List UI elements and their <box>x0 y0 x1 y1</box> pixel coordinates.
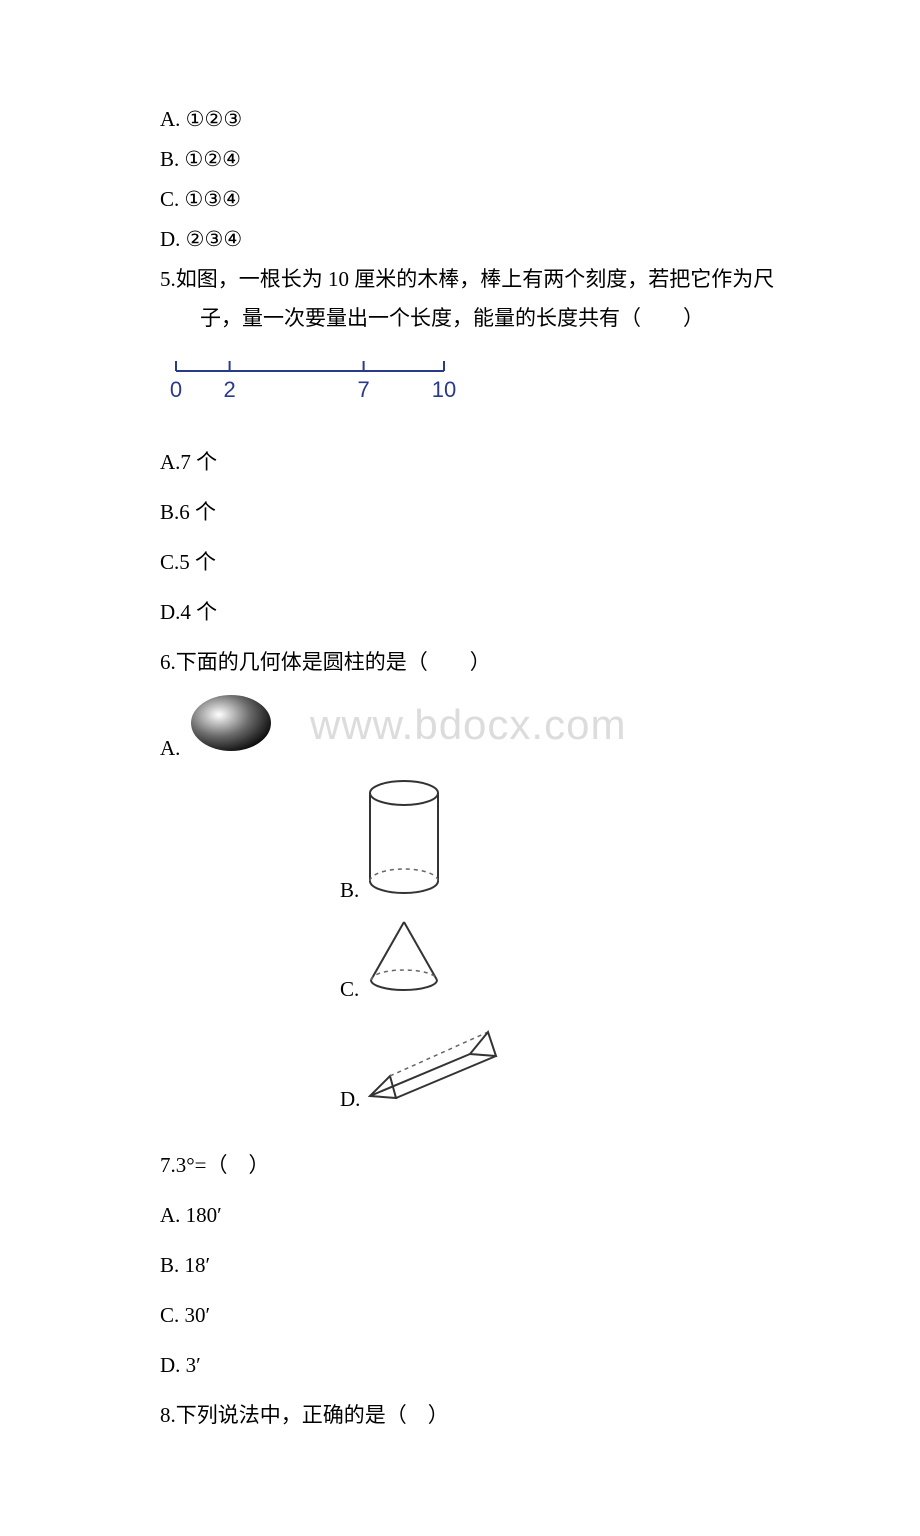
q5-option-a: A.7 个 <box>120 443 800 483</box>
q8-text: 8.下列说法中，正确的是（ ） <box>120 1396 800 1436</box>
q7-option-a: A. 180′ <box>120 1196 800 1236</box>
q5-option-d: D.4 个 <box>120 593 800 633</box>
watermark-text: www.bdocx.com <box>310 685 626 765</box>
q6-prism-icon <box>360 1016 510 1120</box>
q6-option-c-label: C. <box>340 970 359 1010</box>
q6-cylinder-icon <box>359 777 449 911</box>
q6-option-d-label: D. <box>340 1080 360 1120</box>
q6-cone-icon <box>359 916 449 1010</box>
svg-text:2: 2 <box>223 377 235 402</box>
q5-text: 5.如图，一根长为 10 厘米的木棒，棒上有两个刻度，若把它作为尺子，量一次要量… <box>200 260 800 340</box>
q6-text: 6.下面的几何体是圆柱的是（ ） <box>120 643 800 683</box>
q6-sphere-icon <box>186 691 276 769</box>
q7-text: 7.3°=（ ） <box>120 1146 800 1186</box>
q4-option-d: D. ②③④ <box>120 220 800 260</box>
q6-option-b-label: B. <box>340 871 359 911</box>
svg-text:0: 0 <box>170 377 182 402</box>
svg-text:10: 10 <box>432 377 456 402</box>
q4-option-a: A. ①②③ <box>120 100 800 140</box>
q5-ruler-figure: 0 2 7 10 <box>120 357 800 421</box>
q7-option-d: D. 3′ <box>120 1346 800 1386</box>
q5-option-c: C.5 个 <box>120 543 800 583</box>
svg-text:7: 7 <box>357 377 369 402</box>
q4-option-b: B. ①②④ <box>120 140 800 180</box>
q4-option-c: C. ①③④ <box>120 180 800 220</box>
q6-option-a-label: A. <box>160 729 180 769</box>
q7-option-b: B. 18′ <box>120 1246 800 1286</box>
q5-option-b: B.6 个 <box>120 493 800 533</box>
